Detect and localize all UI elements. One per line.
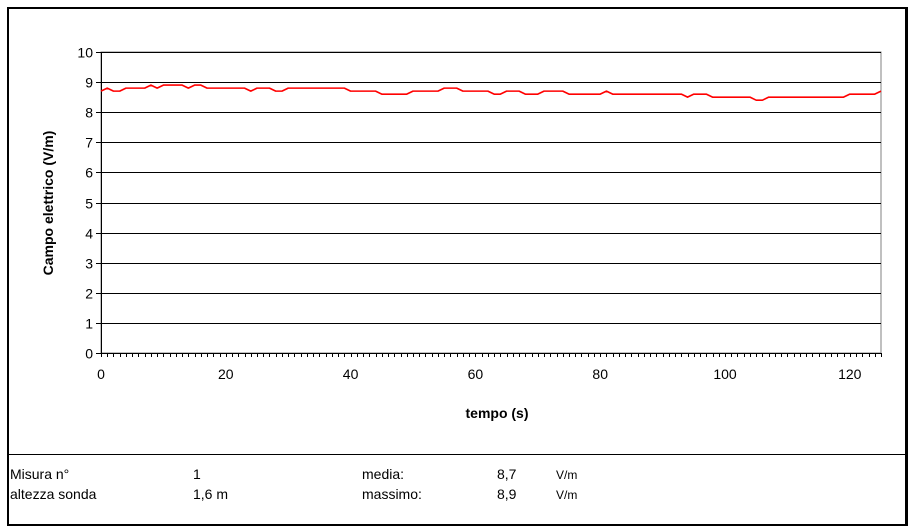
grid-layer bbox=[100, 51, 882, 354]
x-tick-label: 80 bbox=[592, 366, 608, 382]
altezza-label: altezza sonda bbox=[10, 486, 97, 502]
media-label: media: bbox=[362, 466, 405, 482]
y-tick-label: 2 bbox=[85, 286, 93, 302]
y-tick-label: 0 bbox=[85, 346, 93, 362]
y-tick-label: 8 bbox=[85, 105, 93, 121]
labels-layer: tempo (s) Campo elettrico (V/m) bbox=[40, 131, 529, 421]
y-tick-label: 1 bbox=[85, 316, 93, 332]
x-tick-label: 100 bbox=[713, 366, 737, 382]
plot-area bbox=[100, 51, 882, 354]
y-tick-label: 3 bbox=[85, 256, 93, 272]
x-tick-label: 20 bbox=[218, 366, 234, 382]
x-tick-label: 40 bbox=[343, 366, 359, 382]
media-unit: V/m bbox=[556, 468, 578, 482]
y-tick-label: 4 bbox=[85, 226, 93, 242]
massimo-value: 8,9 bbox=[497, 486, 517, 502]
chart-panel: 0 1 2 3 4 5 6 7 8 9 10 0 20 40 60 80 100 120 tempo (s) Ca… bbox=[7, 7, 908, 455]
y-tick-label: 6 bbox=[85, 165, 93, 181]
misura-label: Misura n° bbox=[10, 466, 70, 482]
x-tick-label: 0 bbox=[97, 366, 105, 382]
y-axis-title: Campo elettrico (V/m) bbox=[40, 131, 56, 276]
misura-value: 1 bbox=[193, 466, 201, 482]
x-tick-label: 60 bbox=[468, 366, 484, 382]
y-tick-label: 7 bbox=[85, 135, 93, 151]
y-tick-label: 10 bbox=[77, 45, 93, 61]
y-tick-label: 9 bbox=[85, 75, 93, 91]
y-tick-label: 5 bbox=[85, 196, 93, 212]
outer-frame bbox=[7, 7, 908, 526]
series-layer bbox=[100, 84, 882, 101]
media-value: 8,7 bbox=[497, 466, 517, 482]
massimo-label: massimo: bbox=[362, 486, 422, 502]
x-tick-label: 120 bbox=[838, 366, 862, 382]
x-axis-title: tempo (s) bbox=[466, 405, 529, 421]
massimo-unit: V/m bbox=[556, 488, 578, 502]
series-line-1 bbox=[100, 84, 882, 101]
altezza-value: 1,6 m bbox=[193, 486, 229, 502]
